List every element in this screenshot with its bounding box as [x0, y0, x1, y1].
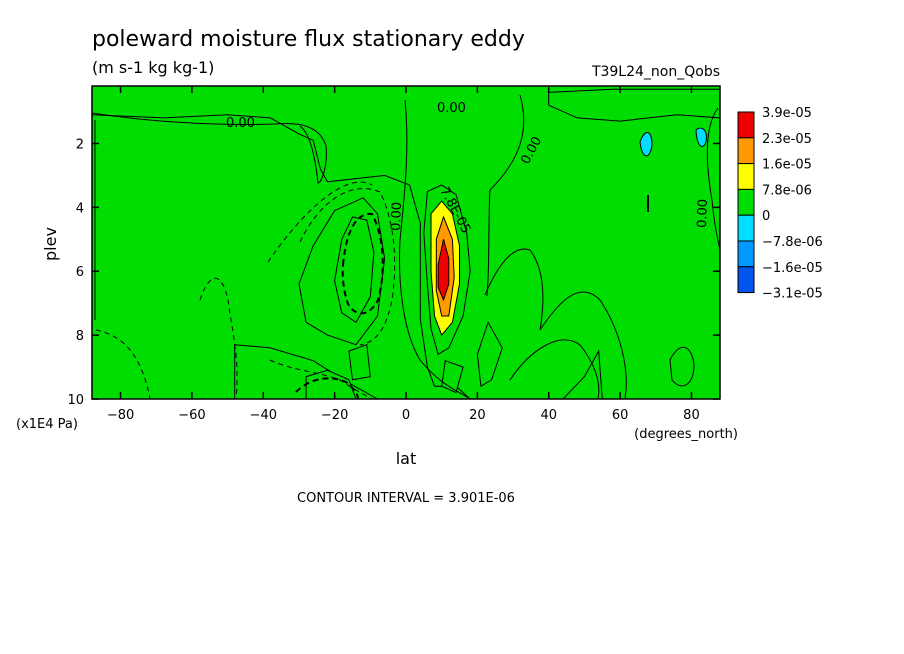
y-axis-units: (x1E4 Pa) [16, 417, 78, 432]
zero-contour-line-equator [399, 99, 471, 400]
x-axis-label: lat [396, 449, 417, 468]
x-tick-label: −80 [107, 408, 134, 423]
negative-contour-line-4 [199, 277, 238, 399]
contour-label-equator: 0.00 [389, 202, 405, 231]
zero-contour-line-north [486, 94, 525, 297]
negative-contour-line-5 [269, 359, 373, 400]
colorbar-swatch [737, 240, 755, 268]
zero-contour-line-far-north [706, 107, 721, 251]
colorbar-label: −1.6e-05 [762, 261, 823, 276]
positive-contour-thin-1 [484, 248, 601, 331]
x-tick-label: 0 [402, 408, 410, 423]
closed-contour-north-sector [695, 127, 707, 147]
chart-title: poleward moisture flux stationary eddy [92, 27, 525, 52]
positive-contour-thin-2 [599, 299, 627, 399]
colorbar-swatch [737, 163, 755, 190]
colorbar-label: 0 [762, 209, 770, 224]
positive-contour-thin-3 [509, 339, 600, 399]
contour-label-far-north: 0.00 [695, 199, 711, 228]
contour-label-upper: 0.00 [226, 116, 255, 131]
y-tick-label: 10 [67, 393, 84, 408]
positive-contour-thin-4 [669, 347, 695, 387]
contour-lines [91, 94, 721, 400]
colorbar-swatch [737, 266, 755, 294]
contour-region-2 [548, 88, 721, 122]
x-tick-label: 80 [683, 408, 700, 423]
zero-contour-line-upper [91, 112, 327, 184]
contour-interval-note: CONTOUR INTERVAL = 3.901E-06 [297, 491, 515, 506]
colorbar-swatch [737, 188, 755, 216]
x-tick-label: −60 [178, 408, 205, 423]
negative-contour-line-2 [267, 181, 373, 263]
y-axis-label: plev [41, 227, 60, 261]
x-tick-label: 20 [469, 408, 486, 423]
contour-region-6 [334, 216, 375, 324]
x-tick-label: −20 [321, 408, 348, 423]
negative-contour-line-3 [95, 329, 151, 399]
contour-region-8 [348, 344, 371, 381]
contour-region-14 [437, 239, 450, 302]
colorbar-label: 1.6e-05 [762, 158, 812, 173]
colorbar-legend: 3.9e-05 2.3e-05 1.6e-05 7.8e-06 0 −7.8e-06 −1.… [737, 106, 823, 302]
chart-units: (m s-1 kg kg-1) [92, 58, 214, 77]
colorbar-label: −3.1e-05 [762, 287, 823, 302]
y-tick-label: 8 [76, 329, 84, 344]
x-tick-label: 60 [612, 408, 629, 423]
colorbar-swatch [737, 137, 755, 165]
y-tick-label: 4 [76, 201, 84, 216]
contour-label-top: 0.00 [437, 101, 466, 116]
y-tick-label: 2 [76, 137, 84, 152]
y-tick-label: 6 [76, 265, 84, 280]
plot-area: 0.00 0.00 0.00 0.00 0.00 7.8E-05 [91, 85, 721, 400]
x-axis: −80 −60 −40 −20 0 20 40 60 80 [107, 86, 700, 423]
x-axis-units: (degrees_north) [634, 427, 738, 442]
negative-contour-lines [95, 181, 396, 400]
contour-region-10 [476, 321, 503, 388]
y-axis: 2 4 6 8 10 [67, 137, 720, 408]
run-label: T39L24_non_Qobs [591, 64, 720, 80]
strong-negative-contour-lines [295, 212, 384, 400]
colorbar-label: −7.8e-06 [762, 235, 823, 250]
x-tick-label: 40 [540, 408, 557, 423]
closed-contour-south-sector [639, 132, 653, 157]
colorbar-label: 2.3e-05 [762, 132, 812, 147]
colorbar-swatch [737, 111, 755, 139]
strong-negative-contour-1 [341, 212, 384, 315]
negative-contour-line-1 [299, 188, 396, 346]
colorbar-swatch [737, 214, 755, 242]
colorbar-label: 7.8e-06 [762, 183, 812, 198]
x-tick-label: −40 [250, 408, 277, 423]
strong-negative-contour-2 [295, 377, 359, 400]
colorbar-label: 3.9e-05 [762, 106, 812, 121]
